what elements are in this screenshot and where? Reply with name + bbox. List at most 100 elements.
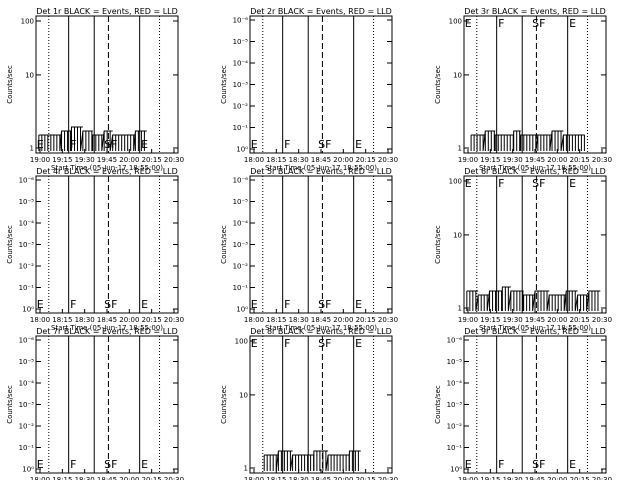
x-tick-label: 20:00 [547,316,567,324]
y-tick-label: 10⁻³ [447,401,463,409]
x-tick-label: 19:45 [525,316,545,324]
x-tick-label: 19:30 [503,156,523,164]
y-tick-label: 100 [235,338,248,346]
marker-letter-sf: SF [318,138,331,151]
x-tick-label: 18:00 [244,156,264,164]
y-tick-label: 10⁻⁶ [19,177,35,185]
x-tick-label: 19:00 [30,156,50,164]
x-tick-label: 18:15 [52,476,72,480]
x-tick-label: 20:30 [378,156,398,164]
x-tick-label: 20:00 [119,156,139,164]
panel-4: Det 4r BLACK = Events, RED = LLD Counts/s… [6,167,184,332]
y-tick-label: 10⁻⁵ [233,38,249,46]
y-tick-label: 10⁻² [233,263,249,271]
marker-letter-f: F [498,458,504,471]
x-tick-label: 19:30 [75,156,95,164]
x-tick-label: 20:15 [142,476,162,480]
marker-letter-e: E [37,298,44,311]
y-tick-label: 10⁻⁶ [447,337,463,345]
y-tick-label: 10⁻¹ [233,124,249,132]
x-tick-label: 20:30 [164,156,184,164]
panel-5: Det 5r BLACK = Events, RED = LLD Counts/s… [220,167,398,332]
panel-title: Det 8r BLACK = Events, RED = LLD [250,327,392,336]
marker-letter-e: E [355,337,362,350]
x-tick-label: 20:00 [333,156,353,164]
marker-letter-sf: SF [104,298,117,311]
panel-title: Det 2r BLACK = Events, RED = LLD [250,7,392,16]
marker-letter-e: E [141,298,148,311]
marker-letter-e: E [569,458,576,471]
marker-letter-f: F [284,337,290,350]
plot-frame [249,335,393,474]
x-axis-label: Start Time (05-Jun-17 18:55:00) [51,324,163,332]
y-tick-label: 1 [458,145,462,153]
y-tick-label: 10 [239,391,248,399]
x-tick-label: 19:30 [503,476,523,480]
x-tick-label: 18:00 [30,476,50,480]
x-axis-label: Start Time (05-Jun-17 18:55:00) [479,164,591,172]
x-tick-label: 19:45 [525,156,545,164]
x-tick-label: 20:00 [333,316,353,324]
x-tick-label: 20:00 [119,476,139,480]
y-tick-label: 100 [449,178,462,186]
marker-letter-e: E [465,458,472,471]
x-tick-label: 20:30 [164,316,184,324]
y-tick-label: 10⁻⁵ [233,198,249,206]
plot-frame [463,335,607,474]
marker-letter-f: F [284,138,290,151]
panel-2: Det 2r BLACK = Events, RED = LLD Counts/s… [220,7,398,172]
y-axis-label: Counts/sec [220,385,228,424]
panel-title: Det 5r BLACK = Events, RED = LLD [250,167,392,176]
marker-letter-sf: SF [532,17,545,30]
x-tick-label: 18:00 [244,476,264,480]
marker-letter-e: E [355,138,362,151]
events-series [263,450,361,472]
x-tick-label: 18:45 [311,476,331,480]
marker-letter-f: F [70,138,76,151]
marker-letter-e: E [465,17,472,30]
y-tick-label: 10 [453,71,462,79]
x-tick-label: 19:00 [458,476,478,480]
marker-letter-f: F [70,458,76,471]
x-tick-label: 20:15 [356,156,376,164]
y-tick-label: 10⁰ [236,306,248,314]
x-tick-label: 18:15 [266,156,286,164]
x-tick-label: 18:30 [75,476,95,480]
x-tick-label: 18:45 [97,476,117,480]
panel-title: Det 6r BLACK = Events, RED = LLD [464,167,606,176]
marker-letter-e: E [251,138,258,151]
y-tick-label: 10⁻¹ [19,284,35,292]
x-tick-label: 20:15 [570,316,590,324]
plot-frame [249,15,393,154]
panel-title: Det 1r BLACK = Events, RED = LLD [36,7,178,16]
marker-letter-e: E [465,177,472,190]
y-tick-label: 10⁻² [19,263,35,271]
marker-letter-sf: SF [532,458,545,471]
x-tick-label: 20:00 [547,476,567,480]
x-tick-label: 20:15 [356,476,376,480]
y-tick-label: 10 [25,71,34,79]
x-tick-label: 18:30 [289,316,309,324]
y-tick-label: 10⁻⁴ [19,380,35,388]
x-tick-label: 19:15 [480,156,500,164]
x-tick-label: 19:00 [458,316,478,324]
x-tick-label: 20:30 [592,476,612,480]
x-tick-label: 19:30 [503,316,523,324]
y-axis-label: Counts/sec [220,225,228,264]
y-tick-label: 10⁻⁴ [447,380,463,388]
marker-letter-sf: SF [318,298,331,311]
y-tick-label: 10⁻⁴ [19,220,35,228]
y-tick-label: 10 [453,231,462,239]
plot-frame [35,335,179,474]
x-axis-label: Start Time (05-Jun-17 18:55:00) [265,164,377,172]
marker-letter-e: E [37,138,44,151]
plot-frame [35,175,179,314]
y-tick-label: 10⁻² [233,103,249,111]
y-axis-label: Counts/sec [434,225,442,264]
panel-title: Det 3r BLACK = Events, RED = LLD [464,7,606,16]
x-tick-label: 20:00 [333,476,353,480]
x-tick-label: 20:15 [570,476,590,480]
y-tick-label: 1 [244,465,248,473]
x-tick-label: 19:00 [458,156,478,164]
